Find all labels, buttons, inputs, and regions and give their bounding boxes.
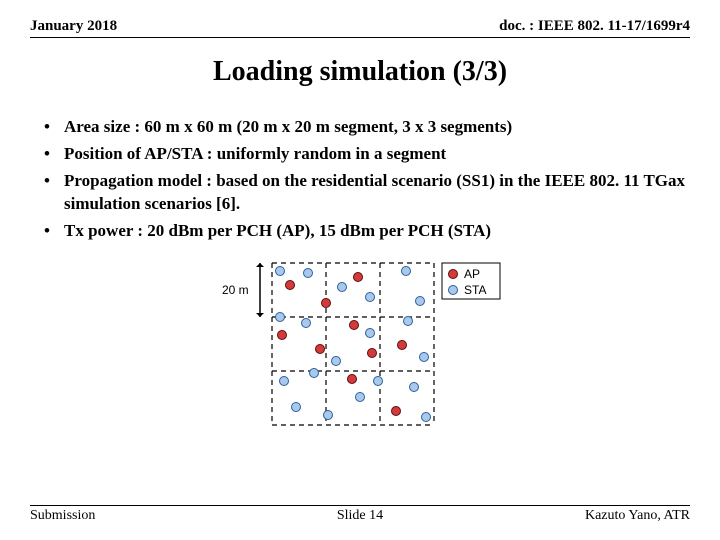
page-title: Loading simulation (3/3)	[30, 56, 690, 88]
bullet-item: Area size : 60 m x 60 m (20 m x 20 m seg…	[44, 116, 690, 139]
bullet-item: Propagation model : based on the residen…	[44, 170, 690, 216]
bullet-item: Tx power : 20 dBm per PCH (AP), 15 dBm p…	[44, 220, 690, 243]
header: January 2018 doc. : IEEE 802. 11-17/1699…	[30, 18, 690, 38]
svg-text:AP: AP	[464, 267, 480, 281]
diagram-container: 20 m AP STA	[30, 257, 690, 432]
svg-text:20 m: 20 m	[222, 283, 249, 297]
svg-text:STA: STA	[464, 283, 486, 297]
footer-center: Slide 14	[337, 508, 383, 524]
bullet-list: Area size : 60 m x 60 m (20 m x 20 m seg…	[30, 116, 690, 243]
segment-diagram: 20 m AP STA	[210, 257, 510, 432]
footer-left: Submission	[30, 508, 95, 524]
header-doc: doc. : IEEE 802. 11-17/1699r4	[499, 18, 690, 35]
footer-right: Kazuto Yano, ATR	[585, 508, 690, 524]
bullet-item: Position of AP/STA : uniformly random in…	[44, 143, 690, 166]
footer: Submission Slide 14 Kazuto Yano, ATR	[30, 505, 690, 524]
header-date: January 2018	[30, 18, 117, 35]
